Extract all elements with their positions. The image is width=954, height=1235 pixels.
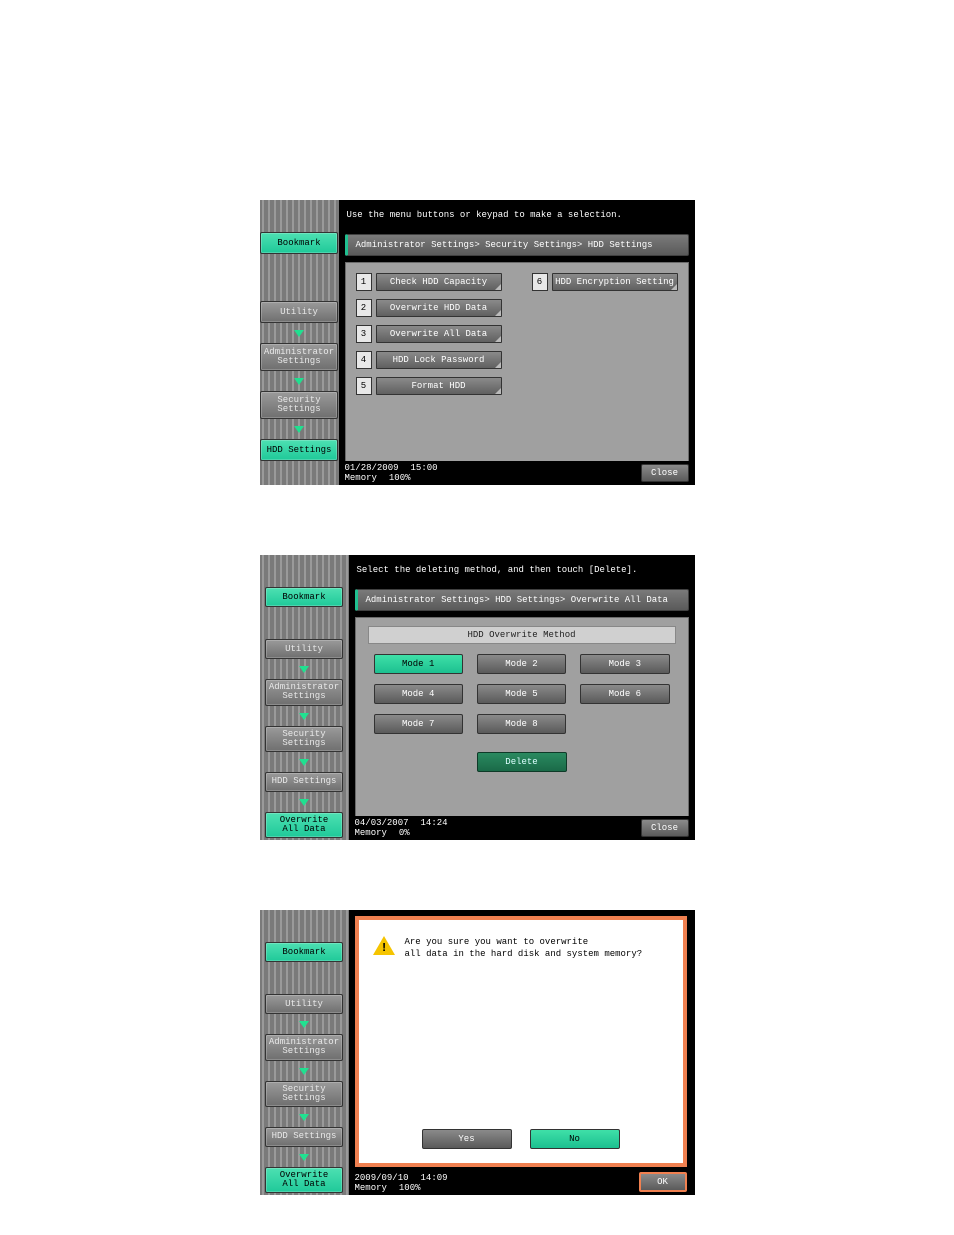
breadcrumb: Administrator Settings> Security Setting…	[345, 234, 689, 256]
screen-confirm-overwrite: Bookmark Utility Administrator Settings …	[260, 910, 695, 1195]
menu-item-label: Format HDD	[411, 381, 465, 391]
close-button[interactable]: Close	[641, 464, 689, 482]
mode-7-button[interactable]: Mode 7	[374, 714, 463, 734]
mode-8-button[interactable]: Mode 8	[477, 714, 566, 734]
menu-num-4: 4	[356, 351, 372, 369]
arrow-down-icon	[299, 759, 309, 766]
arrow-down-icon	[299, 1068, 309, 1075]
arrow-down-icon	[299, 666, 309, 673]
status-mem-label: Memory	[345, 473, 377, 483]
mode-2-button[interactable]: Mode 2	[477, 654, 566, 674]
menu-num-2: 2	[356, 299, 372, 317]
status-date: 04/03/2007	[355, 818, 409, 828]
screen-hdd-settings: Bookmark Utility Administrator Settings …	[260, 200, 695, 485]
ok-button[interactable]: OK	[639, 1172, 687, 1192]
menu-item-label: Check HDD Capacity	[390, 277, 487, 287]
delete-button[interactable]: Delete	[477, 752, 567, 772]
status-time: 14:09	[421, 1173, 448, 1183]
no-button[interactable]: No	[530, 1129, 620, 1149]
menu-item-label: HDD Encryption Setting	[555, 277, 674, 287]
status-bar: 01/28/2009 15:00 Memory 100% Close	[339, 461, 695, 485]
status-mem-value: 100%	[389, 473, 411, 483]
instruction-bar: Select the deleting method, and then tou…	[349, 555, 695, 585]
menu-item-format-hdd[interactable]: Format HDD	[376, 377, 502, 395]
sidebar-item-admin-settings[interactable]: Administrator Settings	[265, 679, 343, 705]
arrow-down-icon	[299, 799, 309, 806]
sidebar-item-utility[interactable]: Utility	[265, 994, 343, 1014]
sidebar: Bookmark Utility Administrator Settings …	[260, 200, 339, 485]
menu-num-3: 3	[356, 325, 372, 343]
sidebar-item-security-settings[interactable]: Security Settings	[265, 726, 343, 752]
sidebar-item-hdd-settings[interactable]: HDD Settings	[265, 1127, 343, 1147]
menu-num-6: 6	[532, 273, 548, 291]
main-area: Use the menu buttons or keypad to make a…	[339, 200, 695, 485]
sidebar-item-utility[interactable]: Utility	[260, 301, 338, 323]
status-bar: 04/03/2007 14:24 Memory 0% Close	[349, 816, 695, 840]
sidebar-item-admin-settings[interactable]: Administrator Settings	[260, 343, 338, 371]
content-panel: 1 Check HDD Capacity 6 HDD Encryption Se…	[345, 262, 689, 485]
arrow-down-icon	[299, 1021, 309, 1028]
sidebar-item-overwrite-all-data[interactable]: Overwrite All Data	[265, 812, 343, 838]
bookmark-button[interactable]: Bookmark	[265, 942, 343, 962]
menu-item-label: Overwrite All Data	[390, 329, 487, 339]
sidebar-item-security-settings[interactable]: Security Settings	[260, 391, 338, 419]
bookmark-button[interactable]: Bookmark	[260, 232, 338, 254]
confirm-dialog: Are you sure you want to overwrite all d…	[355, 916, 687, 1167]
menu-item-hdd-lock-password[interactable]: HDD Lock Password	[376, 351, 502, 369]
status-date: 2009/09/10	[355, 1173, 409, 1183]
arrow-down-icon	[299, 713, 309, 720]
main-area: Select the deleting method, and then tou…	[349, 555, 695, 840]
sidebar-item-admin-settings[interactable]: Administrator Settings	[265, 1034, 343, 1060]
status-date: 01/28/2009	[345, 463, 399, 473]
sidebar-item-hdd-settings[interactable]: HDD Settings	[265, 772, 343, 792]
mode-5-button[interactable]: Mode 5	[477, 684, 566, 704]
arrow-down-icon	[294, 426, 304, 433]
mode-1-button[interactable]: Mode 1	[374, 654, 463, 674]
mode-4-button[interactable]: Mode 4	[374, 684, 463, 704]
dialog-message: Are you sure you want to overwrite all d…	[405, 936, 643, 960]
mode-6-button[interactable]: Mode 6	[580, 684, 669, 704]
warning-icon	[373, 936, 395, 955]
menu-item-label: Overwrite HDD Data	[390, 303, 487, 313]
arrow-down-icon	[299, 1154, 309, 1161]
sidebar-item-hdd-settings[interactable]: HDD Settings	[260, 439, 338, 461]
sidebar: Bookmark Utility Administrator Settings …	[260, 910, 349, 1195]
status-time: 14:24	[421, 818, 448, 828]
status-time: 15:00	[411, 463, 438, 473]
menu-item-hdd-encryption-setting[interactable]: HDD Encryption Setting	[552, 273, 678, 291]
menu-item-overwrite-hdd-data[interactable]: Overwrite HDD Data	[376, 299, 502, 317]
dialog-line: all data in the hard disk and system mem…	[405, 948, 643, 960]
sidebar-item-overwrite-all-data[interactable]: Overwrite All Data	[265, 1167, 343, 1193]
status-mem-value: 0%	[399, 828, 410, 838]
menu-item-overwrite-all-data[interactable]: Overwrite All Data	[376, 325, 502, 343]
content-panel: HDD Overwrite Method Mode 1 Mode 2 Mode …	[355, 617, 689, 840]
sidebar: Bookmark Utility Administrator Settings …	[260, 555, 349, 840]
menu-item-label: HDD Lock Password	[393, 355, 485, 365]
breadcrumb: Administrator Settings> HDD Settings> Ov…	[355, 589, 689, 611]
arrow-down-icon	[299, 1114, 309, 1121]
menu-num-1: 1	[356, 273, 372, 291]
status-mem-label: Memory	[355, 828, 387, 838]
screen-overwrite-all-data: Bookmark Utility Administrator Settings …	[260, 555, 695, 840]
arrow-down-icon	[294, 378, 304, 385]
yes-button[interactable]: Yes	[422, 1129, 512, 1149]
dialog-line: Are you sure you want to overwrite	[405, 936, 643, 948]
status-mem-label: Memory	[355, 1183, 387, 1193]
menu-item-check-hdd-capacity[interactable]: Check HDD Capacity	[376, 273, 502, 291]
close-button[interactable]: Close	[641, 819, 689, 837]
instruction-bar: Use the menu buttons or keypad to make a…	[339, 200, 695, 230]
bookmark-button[interactable]: Bookmark	[265, 587, 343, 607]
subtitle: HDD Overwrite Method	[368, 626, 676, 644]
sidebar-item-utility[interactable]: Utility	[265, 639, 343, 659]
sidebar-item-security-settings[interactable]: Security Settings	[265, 1081, 343, 1107]
status-mem-value: 100%	[399, 1183, 421, 1193]
mode-3-button[interactable]: Mode 3	[580, 654, 669, 674]
arrow-down-icon	[294, 330, 304, 337]
menu-num-5: 5	[356, 377, 372, 395]
